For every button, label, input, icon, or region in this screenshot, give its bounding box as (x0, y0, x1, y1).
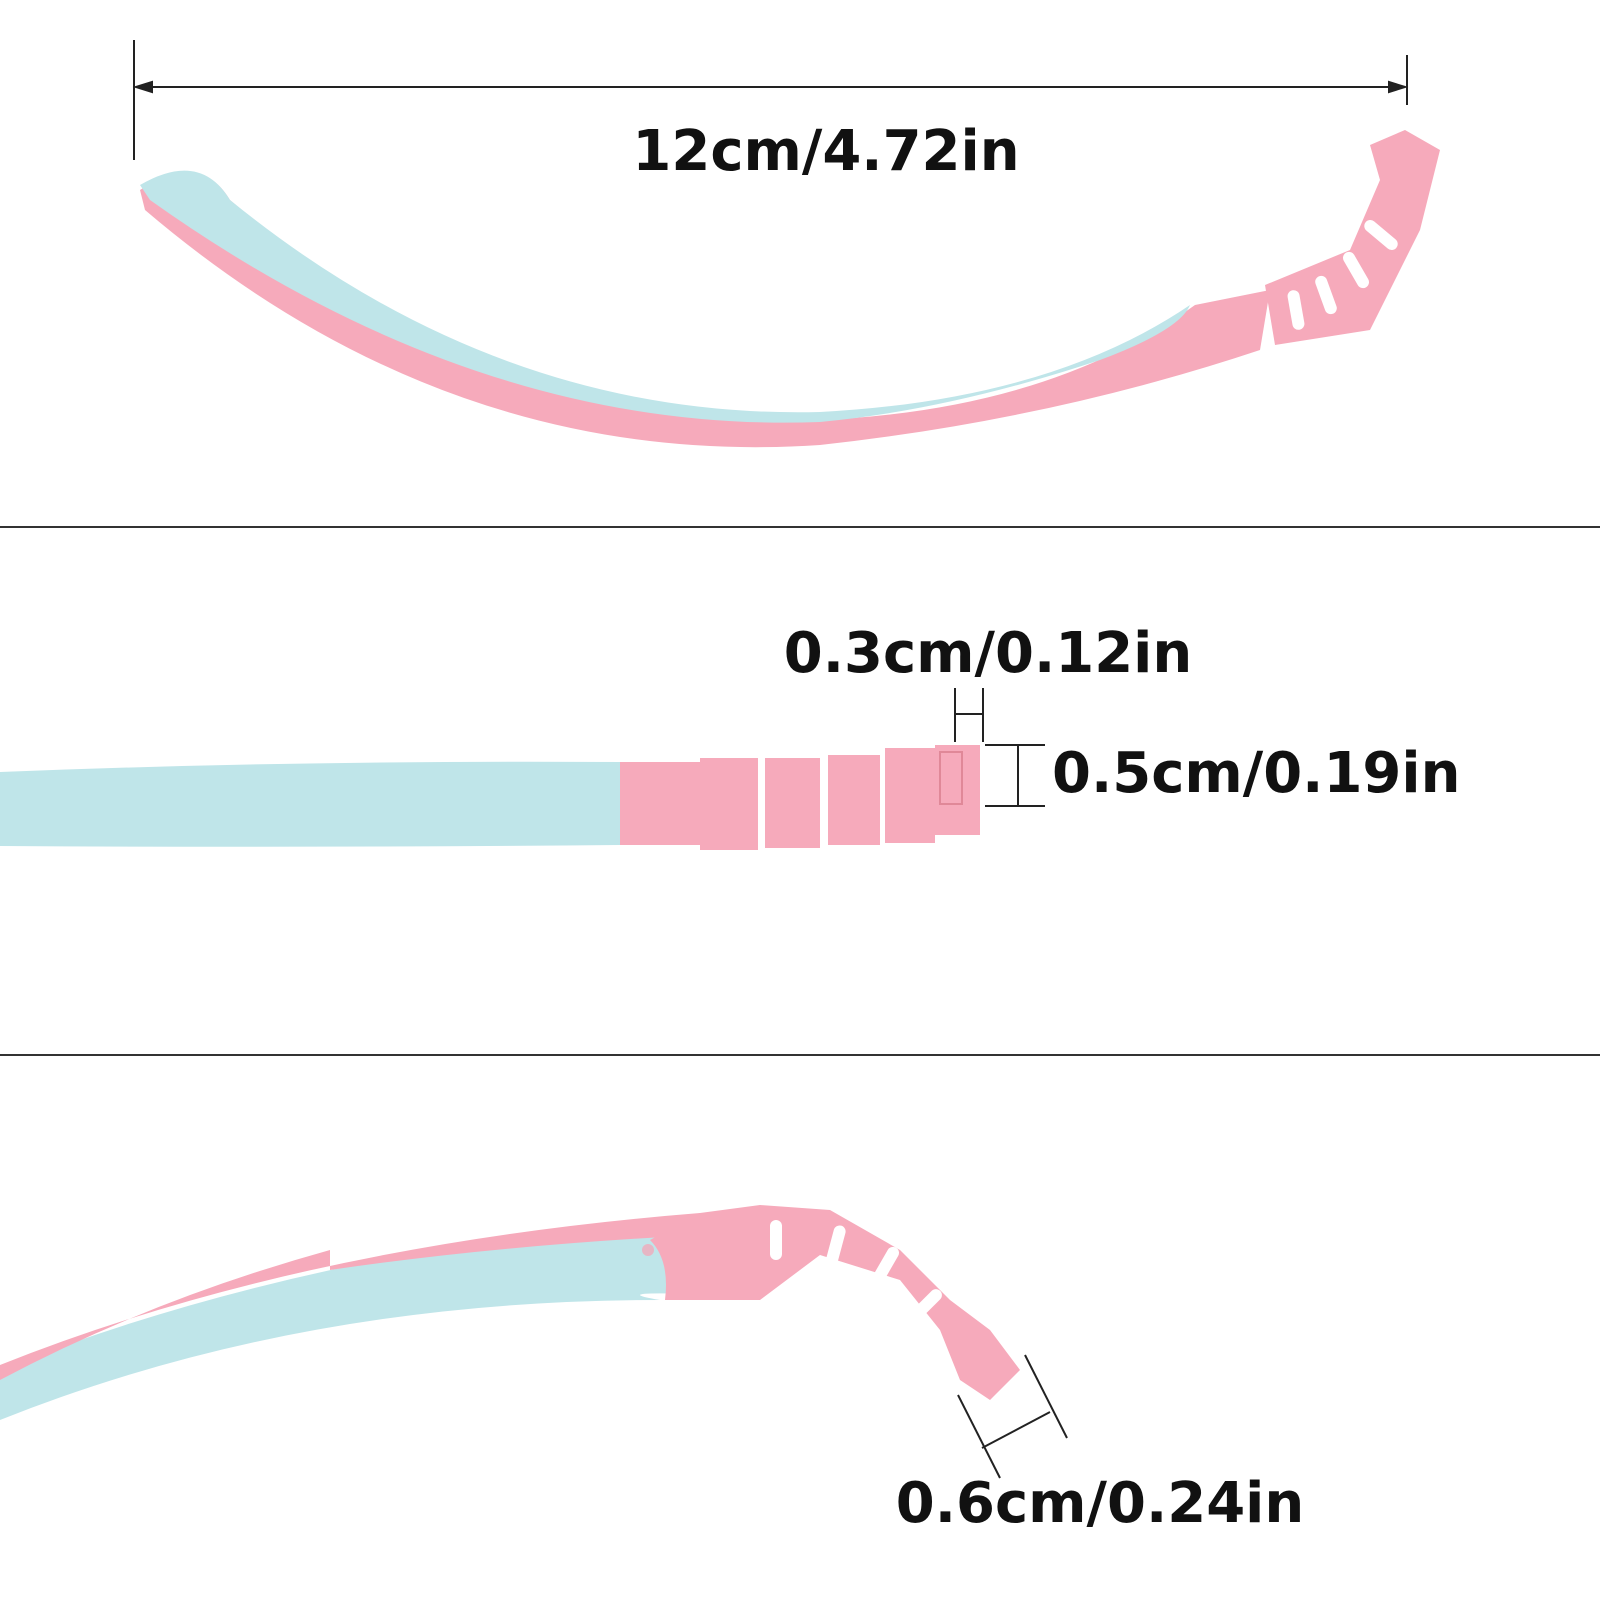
length-dimension-line (132, 40, 1409, 160)
temple-arm-top-view (0, 745, 980, 850)
segment-width-dimension (957, 1354, 1068, 1479)
notch-width-label: 0.3cm/0.12in (784, 621, 1192, 686)
length-label: 12cm/4.72in (632, 119, 1019, 184)
segment-width-label: 0.6cm/0.24in (896, 1471, 1304, 1536)
notch-width-dimension (954, 688, 984, 742)
temple-arm-bent-view (0, 1205, 1020, 1420)
tip-height-label: 0.5cm/0.19in (1052, 741, 1460, 806)
tip-height-dimension (985, 744, 1045, 807)
temple-arm-side-view (140, 130, 1440, 448)
